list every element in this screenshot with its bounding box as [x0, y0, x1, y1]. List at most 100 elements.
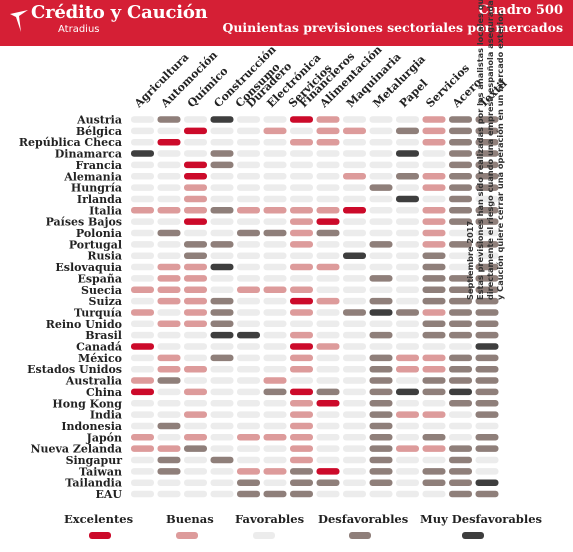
- heatmap-cell: [316, 320, 340, 328]
- heatmap-cell: [263, 218, 287, 225]
- heatmap-cell: [475, 161, 499, 169]
- heatmap-cell: [396, 331, 419, 339]
- heatmap-cell: [131, 173, 154, 180]
- heatmap-cell: [237, 411, 260, 418]
- note-line: y Caución quiere cerrar una operación en…: [495, 10, 505, 300]
- heatmap-cell: [157, 218, 181, 225]
- heatmap-cell: [263, 343, 287, 350]
- heatmap-cell: [369, 434, 393, 441]
- heatmap-cell: [210, 411, 234, 418]
- heatmap-cell: [449, 365, 472, 373]
- row-label: Canadá: [76, 341, 122, 354]
- heatmap-cell: [263, 365, 287, 373]
- note-line: directamente el riesgo cuando una empres…: [485, 0, 495, 300]
- heatmap-cell: [449, 150, 472, 157]
- heatmap-cell: [263, 468, 287, 475]
- heatmap-cell: [449, 275, 472, 282]
- heatmap-cell: [422, 297, 446, 305]
- heatmap-cell: [396, 377, 419, 384]
- heatmap-cell: [157, 116, 181, 123]
- heatmap-cell: [131, 297, 154, 305]
- heatmap-cell: [131, 138, 154, 146]
- heatmap-cell: [343, 173, 366, 180]
- heatmap-cell: [343, 320, 366, 328]
- heatmap-cell: [316, 150, 340, 157]
- heatmap-cell: [184, 400, 207, 407]
- row-label: Italia: [89, 204, 122, 217]
- heatmap-cell: [184, 286, 207, 293]
- row-label: Turquía: [74, 306, 122, 319]
- heatmap-cell: [210, 309, 234, 316]
- row-label: Singapur: [66, 454, 123, 467]
- legend-label-desfavorables: Desfavorables: [318, 512, 409, 526]
- heatmap-cell: [210, 445, 234, 452]
- heatmap-cell: [184, 275, 207, 282]
- heatmap-cell: [475, 195, 499, 203]
- heatmap-cell: [369, 456, 393, 464]
- heatmap-cell: [449, 468, 472, 475]
- heatmap-cell: [396, 422, 419, 430]
- heatmap-cell: [263, 229, 287, 237]
- heatmap-cell: [237, 127, 260, 135]
- heatmap-cell: [343, 422, 366, 430]
- heatmap-cell: [184, 456, 207, 464]
- row-label: Polonia: [76, 227, 122, 240]
- heatmap-cell: [131, 229, 154, 237]
- heatmap-cell: [131, 184, 154, 191]
- heatmap-cell: [157, 331, 181, 339]
- heatmap-cell: [396, 161, 419, 169]
- heatmap-cell: [237, 309, 260, 316]
- heatmap-cell: [237, 218, 260, 225]
- heatmap-cell: [343, 490, 366, 498]
- heatmap-cell: [475, 320, 499, 328]
- heatmap-cell: [263, 138, 287, 146]
- heatmap-cell: [422, 331, 446, 339]
- heatmap-cell: [263, 297, 287, 305]
- heatmap-cell: [343, 161, 366, 169]
- heatmap-cell: [131, 195, 154, 203]
- heatmap-cell: [290, 229, 313, 237]
- heatmap-cell: [343, 184, 366, 191]
- heatmap-cell: [396, 275, 419, 282]
- heatmap-cell: [422, 343, 446, 350]
- heatmap-cell: [369, 309, 393, 316]
- heatmap-cell: [131, 422, 154, 430]
- heatmap-cell: [475, 456, 499, 464]
- heatmap-cell: [475, 207, 499, 214]
- heatmap-cell: [263, 263, 287, 271]
- heatmap-cell: [422, 411, 446, 418]
- heatmap-cell: [369, 195, 393, 203]
- heatmap-cell: [449, 400, 472, 407]
- heatmap-cell: [316, 388, 340, 396]
- heatmap-cell: [157, 354, 181, 362]
- heatmap-cell: [131, 468, 154, 475]
- heatmap-cell: [263, 207, 287, 214]
- heatmap-cell: [396, 445, 419, 452]
- heatmap-cell: [184, 263, 207, 271]
- heatmap-cell: [131, 127, 154, 135]
- heatmap-cell: [316, 286, 340, 293]
- heatmap-cell: [475, 286, 499, 293]
- heatmap-cell: [449, 286, 472, 293]
- heatmap-cell: [157, 150, 181, 157]
- heatmap-cell: [422, 116, 446, 123]
- heatmap-cell: [210, 377, 234, 384]
- heatmap-cell: [475, 138, 499, 146]
- heatmap-cell: [210, 229, 234, 237]
- row-label: Suiza: [89, 295, 123, 308]
- heatmap-cell: [184, 331, 207, 339]
- heatmap-cell: [316, 468, 340, 475]
- heatmap-cell: [475, 229, 499, 237]
- heatmap-cell: [131, 286, 154, 293]
- row-label: Hungría: [71, 182, 122, 195]
- heatmap-cell: [237, 116, 260, 123]
- heatmap-cell: [263, 275, 287, 282]
- heatmap-cell: [290, 479, 313, 486]
- page-title: Quinientas previsiones sectoriales por m…: [222, 20, 563, 35]
- heatmap-cell: [157, 297, 181, 305]
- heatmap-cell: [290, 263, 313, 271]
- heatmap-cell: [316, 207, 340, 214]
- heatmap-cell: [422, 218, 446, 225]
- heatmap-cell: [290, 195, 313, 203]
- row-label: Tailandia: [65, 477, 122, 490]
